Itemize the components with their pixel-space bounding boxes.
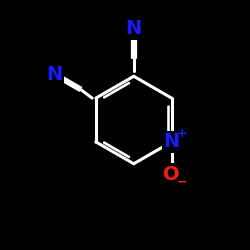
Text: +: + xyxy=(177,128,188,140)
Text: N: N xyxy=(46,65,63,84)
Text: −: − xyxy=(177,176,188,188)
Text: N: N xyxy=(164,132,180,152)
Text: N: N xyxy=(126,19,142,38)
Text: O: O xyxy=(163,165,180,184)
